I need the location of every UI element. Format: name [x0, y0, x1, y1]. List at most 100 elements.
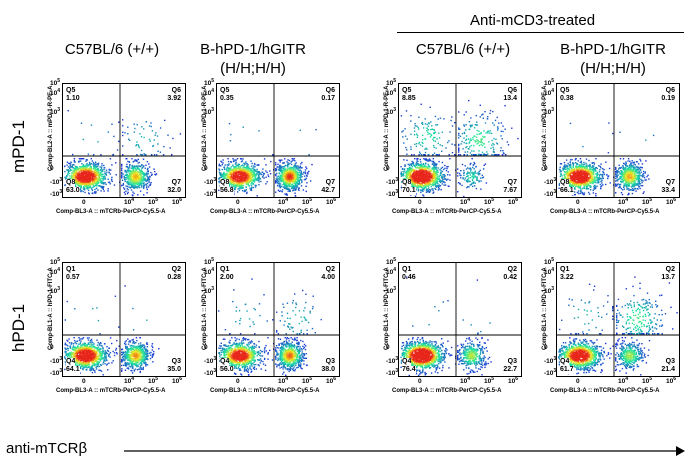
event-dot — [241, 172, 244, 174]
event-dot — [426, 182, 429, 184]
event-dot — [489, 130, 491, 132]
event-dot — [128, 139, 131, 141]
event-dot — [421, 183, 424, 185]
event-dot — [421, 169, 423, 171]
event-dot — [116, 149, 119, 151]
event-dot — [472, 179, 474, 182]
event-dot — [282, 179, 284, 181]
event-dot — [133, 182, 135, 185]
event-dot — [428, 174, 430, 176]
event-dot — [454, 154, 456, 156]
event-dot — [143, 128, 145, 130]
event-dot — [422, 176, 425, 178]
event-dot — [420, 164, 422, 167]
event-dot — [425, 175, 428, 178]
event-dot — [408, 169, 411, 172]
event-dot — [64, 176, 66, 179]
event-dot — [235, 186, 237, 188]
event-dot — [430, 185, 432, 188]
event-dot — [74, 174, 77, 177]
event-dot — [417, 178, 419, 180]
event-dot — [285, 188, 287, 190]
event-dot — [238, 183, 241, 186]
event-dot — [219, 165, 222, 167]
event-dot — [426, 123, 428, 125]
event-dot — [107, 188, 109, 190]
event-dot — [95, 178, 97, 180]
event-dot — [403, 159, 405, 161]
event-dot — [68, 170, 70, 172]
event-dot — [235, 172, 238, 174]
event-dot — [91, 176, 94, 179]
event-dot — [411, 179, 413, 182]
event-dot — [281, 159, 283, 161]
event-dot — [233, 183, 235, 185]
flow-plot-panel: Q5 0.38 Q6 0.19 Q7 33.4 Q8 66.1 — [556, 83, 680, 198]
event-dot — [412, 161, 415, 164]
event-dot — [229, 180, 231, 182]
event-dot — [417, 158, 419, 160]
event-dot — [75, 183, 77, 185]
event-dot — [407, 177, 409, 180]
event-dot — [143, 194, 145, 196]
event-dot — [137, 144, 139, 146]
event-dot — [78, 160, 80, 162]
event-dot — [423, 189, 425, 191]
event-dot — [411, 170, 413, 172]
event-dot — [500, 150, 502, 152]
event-dot — [401, 181, 403, 183]
event-dot — [90, 171, 92, 173]
event-dot — [433, 173, 435, 175]
event-dot — [231, 176, 233, 179]
event-dot — [419, 164, 422, 166]
event-dot — [422, 169, 424, 171]
event-dot — [101, 182, 103, 184]
event-dot — [253, 171, 256, 174]
event-dot — [251, 162, 253, 165]
event-dot — [570, 169, 572, 172]
event-dot — [237, 185, 239, 187]
event-dot — [252, 171, 254, 173]
event-dot — [85, 171, 87, 174]
quadrant-name: Q8 — [66, 179, 76, 187]
event-dot — [486, 131, 489, 133]
event-dot — [130, 186, 133, 188]
event-dot — [425, 179, 428, 182]
event-dot — [146, 182, 149, 185]
event-dot — [155, 173, 158, 175]
event-dot — [76, 180, 79, 183]
event-dot — [404, 128, 406, 130]
event-dot — [132, 161, 134, 163]
event-dot — [461, 140, 463, 143]
event-dot — [415, 193, 417, 195]
event-dot — [238, 185, 240, 187]
event-dot — [406, 159, 408, 161]
event-dot — [481, 151, 484, 154]
event-dot — [131, 185, 133, 187]
event-dot — [127, 138, 130, 140]
event-dot — [436, 138, 438, 140]
event-dot — [89, 180, 91, 183]
event-dot — [419, 166, 421, 168]
event-dot — [569, 175, 572, 177]
event-dot — [404, 172, 407, 174]
event-dot — [408, 174, 411, 176]
event-dot — [425, 165, 427, 168]
event-dot — [102, 188, 104, 190]
event-dot — [103, 186, 105, 188]
event-dot — [434, 162, 436, 164]
event-dot — [444, 181, 446, 184]
event-dot — [79, 178, 81, 180]
event-dot — [290, 161, 292, 163]
event-dot — [122, 119, 124, 121]
event-dot — [80, 178, 83, 180]
event-dot — [84, 173, 86, 175]
event-dot — [424, 182, 427, 185]
event-dot — [435, 177, 438, 179]
event-dot — [292, 177, 295, 179]
event-dot — [248, 180, 251, 182]
event-dot — [250, 169, 252, 171]
event-dot — [485, 182, 488, 184]
event-dot — [280, 185, 283, 188]
event-dot — [248, 178, 251, 181]
